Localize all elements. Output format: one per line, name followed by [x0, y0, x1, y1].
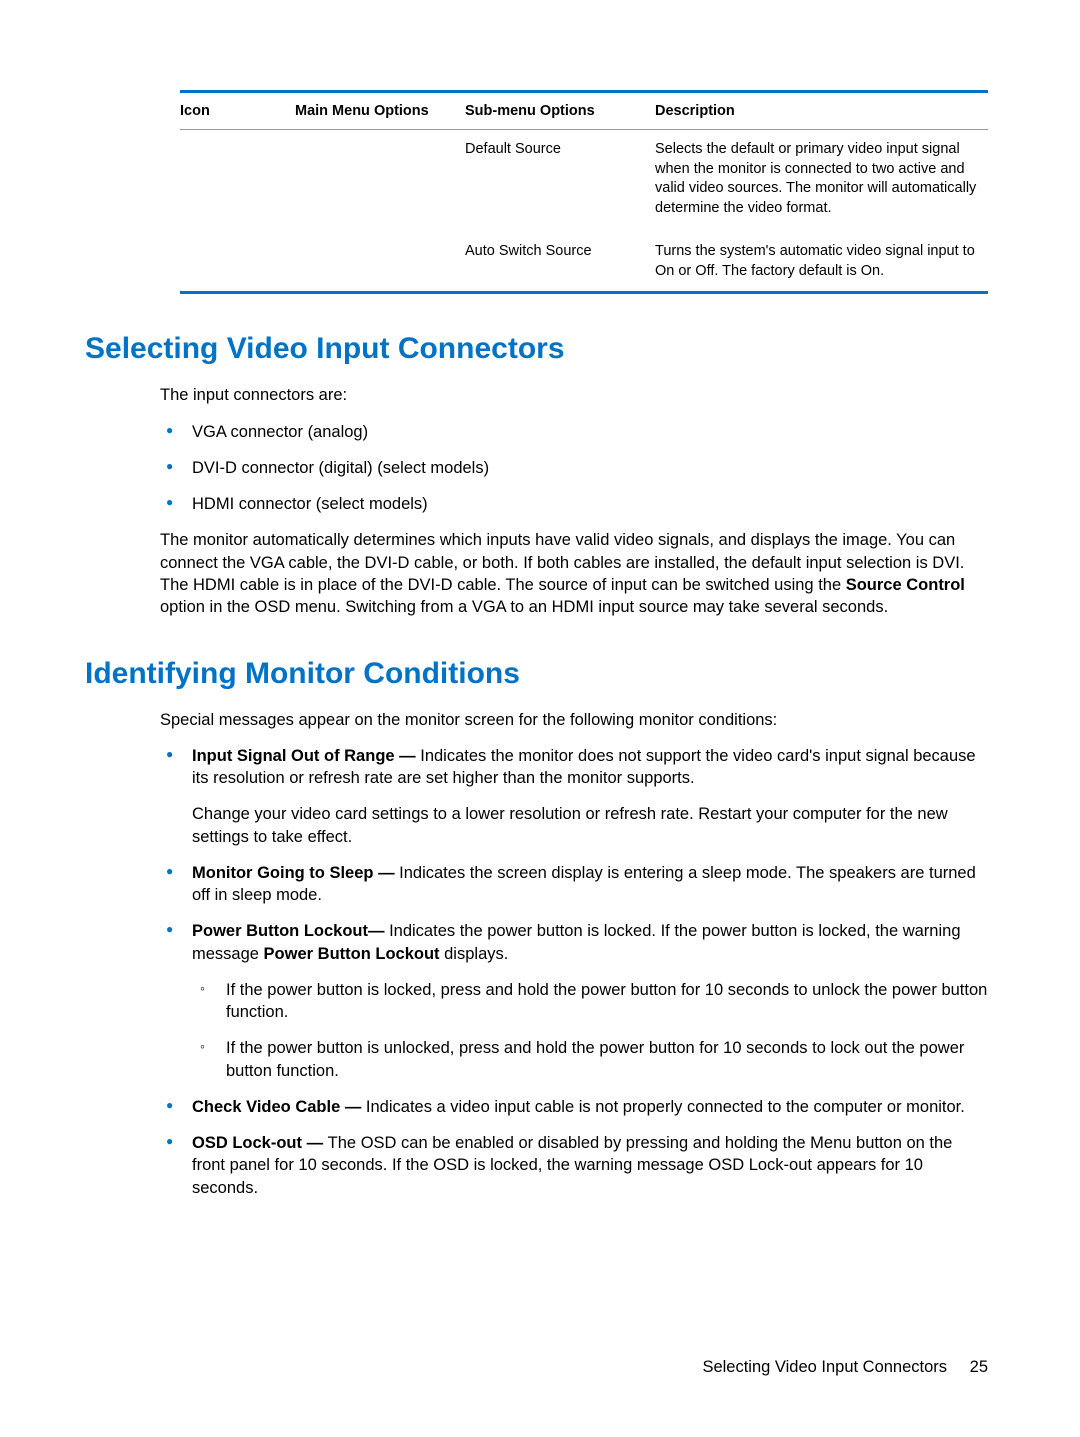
page-footer: Selecting Video Input Connectors 25 — [702, 1358, 988, 1377]
section2-intro: Special messages appear on the monitor s… — [160, 709, 988, 731]
footer-label: Selecting Video Input Connectors — [702, 1358, 947, 1376]
list-item: DVI-D connector (digital) (select models… — [160, 457, 988, 479]
para-bold: Source Control — [846, 576, 965, 594]
condition-item: OSD Lock-out — The OSD can be enabled or… — [160, 1132, 988, 1199]
sub-item: If the power button is locked, press and… — [192, 979, 988, 1024]
condition-text: Indicates a video input cable is not pro… — [366, 1098, 965, 1116]
th-main: Main Menu Options — [295, 93, 465, 130]
conditions-list: Input Signal Out of Range — Indicates th… — [160, 745, 988, 1199]
condition-item: Power Button Lockout— Indicates the powe… — [160, 920, 988, 1082]
th-icon: Icon — [180, 93, 295, 130]
condition-bold2: Power Button Lockout — [264, 945, 440, 963]
footer-page-number: 25 — [970, 1358, 988, 1376]
section1-intro: The input connectors are: — [160, 384, 988, 406]
condition-extra: Change your video card settings to a low… — [192, 803, 988, 848]
cell-main — [295, 228, 465, 291]
condition-item: Monitor Going to Sleep — Indicates the s… — [160, 862, 988, 907]
th-desc: Description — [655, 93, 988, 130]
heading-selecting-video-input: Selecting Video Input Connectors — [85, 332, 988, 366]
cell-sub: Auto Switch Source — [465, 228, 655, 291]
condition-item: Input Signal Out of Range — Indicates th… — [160, 745, 988, 848]
section2-body: Special messages appear on the monitor s… — [160, 709, 988, 1200]
th-sub: Sub-menu Options — [465, 93, 655, 130]
table-row: Default Source Selects the default or pr… — [180, 130, 988, 229]
para-text: The monitor automatically determines whi… — [160, 531, 964, 594]
heading-identifying-monitor-conditions: Identifying Monitor Conditions — [85, 657, 988, 691]
condition-name: OSD Lock-out — — [192, 1134, 328, 1152]
document-page: Icon Main Menu Options Sub-menu Options … — [0, 0, 1080, 1437]
condition-name: Input Signal Out of Range — — [192, 747, 420, 765]
condition-name: Monitor Going to Sleep — — [192, 864, 399, 882]
cell-desc: Selects the default or primary video inp… — [655, 130, 988, 229]
condition-name: Check Video Cable — — [192, 1098, 366, 1116]
condition-item: Check Video Cable — Indicates a video in… — [160, 1096, 988, 1118]
cell-main — [295, 130, 465, 229]
connector-list: VGA connector (analog) DVI-D connector (… — [160, 421, 988, 516]
table-header-row: Icon Main Menu Options Sub-menu Options … — [180, 93, 988, 130]
menu-options-table: Icon Main Menu Options Sub-menu Options … — [180, 90, 988, 294]
condition-text2: displays. — [440, 945, 509, 963]
section1-body: The input connectors are: VGA connector … — [160, 384, 988, 618]
condition-name: Power Button Lockout— — [192, 922, 389, 940]
sub-item: If the power button is unlocked, press a… — [192, 1037, 988, 1082]
cell-desc: Turns the system's automatic video signa… — [655, 228, 988, 291]
para-text: option in the OSD menu. Switching from a… — [160, 598, 888, 616]
condition-sublist: If the power button is locked, press and… — [192, 979, 988, 1082]
cell-icon — [180, 228, 295, 291]
list-item: VGA connector (analog) — [160, 421, 988, 443]
cell-icon — [180, 130, 295, 229]
section1-paragraph: The monitor automatically determines whi… — [160, 529, 988, 618]
cell-sub: Default Source — [465, 130, 655, 229]
list-item: HDMI connector (select models) — [160, 493, 988, 515]
table-row: Auto Switch Source Turns the system's au… — [180, 228, 988, 291]
